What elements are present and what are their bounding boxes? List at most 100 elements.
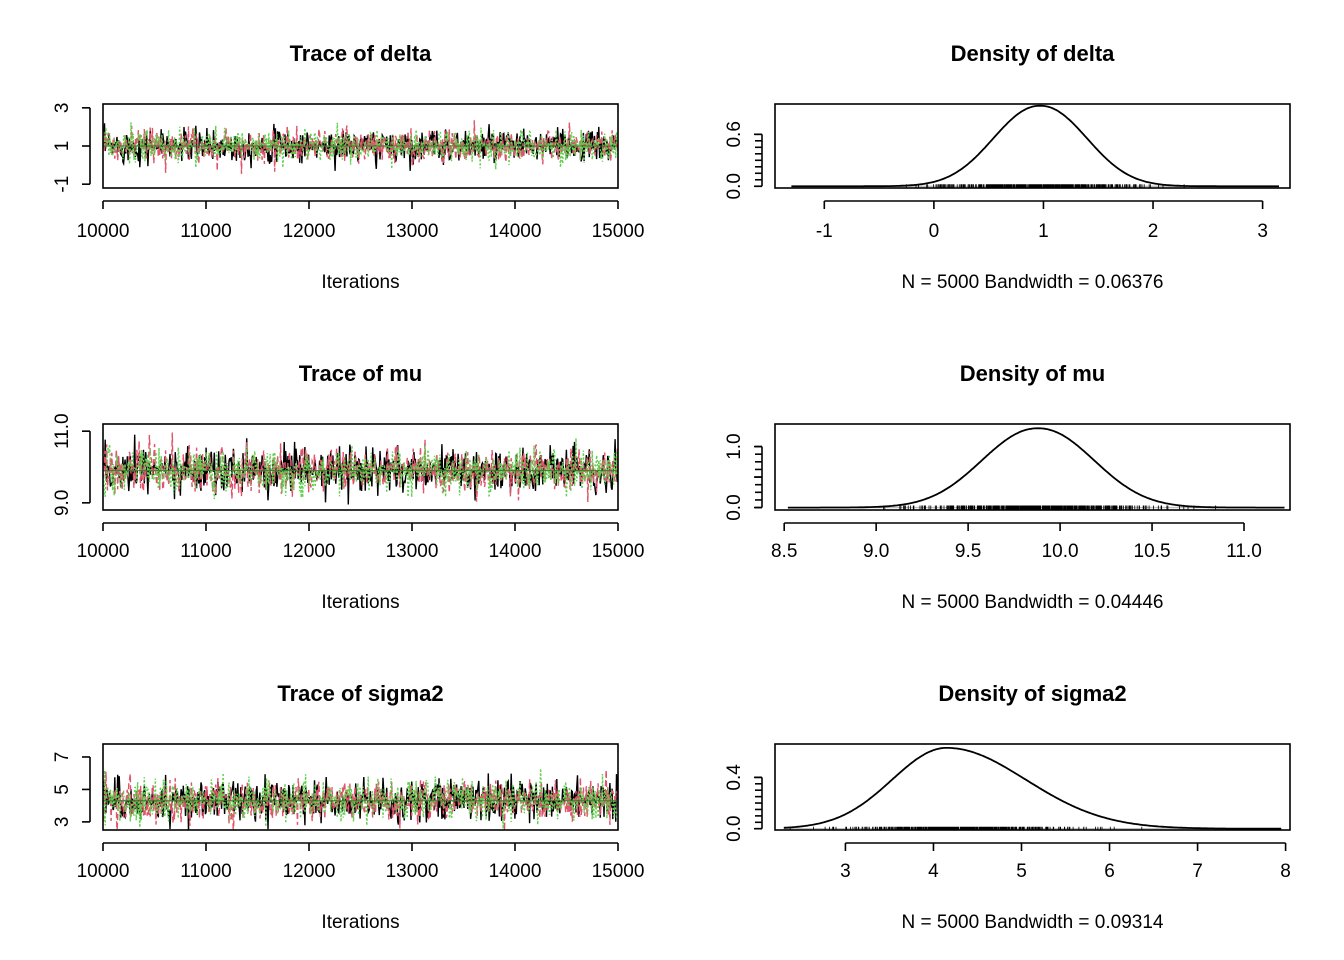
- x-tick-label: 10.0: [1042, 541, 1079, 562]
- panel-title: Trace of delta: [290, 41, 433, 66]
- chain-3-line: [103, 768, 618, 829]
- x-tick-label: 10.5: [1134, 541, 1171, 562]
- x-tick-label: 10000: [77, 861, 130, 882]
- y-tick-label: 0.0: [724, 816, 745, 842]
- y-tick-label: 0.6: [724, 121, 745, 147]
- x-tick-label: 14000: [489, 861, 542, 882]
- x-tick-label: 4: [928, 861, 939, 882]
- y-axis: 9.0 11.0: [52, 413, 91, 516]
- y-axis: -1 1 3: [52, 103, 91, 193]
- chain-1-line: [103, 434, 618, 505]
- x-tick-label: 15000: [592, 221, 645, 242]
- rug-marks: [789, 826, 1143, 830]
- y-tick-label: 0.0: [724, 173, 745, 199]
- x-tick-label: 12000: [283, 861, 336, 882]
- x-axis-label: N = 5000 Bandwidth = 0.04446: [902, 592, 1164, 613]
- x-axis-label: N = 5000 Bandwidth = 0.06376: [902, 272, 1164, 293]
- plot-area: [783, 747, 1282, 830]
- x-tick-label: -1: [816, 221, 833, 242]
- x-tick-label: 14000: [489, 221, 542, 242]
- panel-title: Trace of mu: [299, 361, 422, 386]
- x-tick-label: 0: [929, 221, 940, 242]
- panel-title: Density of delta: [951, 41, 1116, 66]
- rug-marks: [883, 505, 1216, 510]
- y-tick-label: 1.0: [724, 433, 745, 459]
- y-tick-label: 7: [52, 752, 73, 763]
- y-tick-label: 3: [52, 103, 73, 114]
- x-tick-label: 5: [1016, 861, 1027, 882]
- x-tick-label: 7: [1192, 861, 1203, 882]
- y-tick-label: 1: [52, 141, 73, 152]
- y-axis: 3 5 7: [52, 752, 91, 828]
- x-tick-label: 11000: [180, 541, 231, 562]
- x-axis: -1 0 1 2 3: [816, 200, 1268, 242]
- y-tick-label: 9.0: [52, 490, 73, 516]
- plot-frame: [102, 103, 619, 189]
- x-axis-label: Iterations: [321, 592, 399, 613]
- y-tick-label: 5: [52, 784, 73, 795]
- plot-area: [103, 768, 618, 830]
- plot-frame: [774, 103, 1291, 189]
- y-axis: 0.0 0.4: [724, 764, 763, 842]
- x-tick-label: 15000: [592, 861, 645, 882]
- rug-marks: [905, 184, 1185, 188]
- x-tick-label: 14000: [489, 541, 542, 562]
- density-panel-1: Density of delta -1 0 1 2 3 N = 5000 Bandwidth…: [724, 41, 1291, 293]
- x-tick-label: 1: [1038, 221, 1049, 242]
- x-axis-label: Iterations: [321, 272, 399, 293]
- x-tick-label: 12000: [283, 541, 336, 562]
- x-tick-label: 10000: [77, 541, 130, 562]
- density-curve: [791, 104, 1279, 188]
- plot-frame: [102, 743, 619, 831]
- y-tick-label: 0.0: [724, 494, 745, 520]
- x-tick-label: 13000: [386, 541, 439, 562]
- density-panel-3: Density of mu 8.5 9.0 9.5 10.0 10.5 11.0 N = 50…: [724, 361, 1291, 613]
- plot-area: [103, 432, 618, 505]
- x-tick-label: 6: [1104, 861, 1115, 882]
- x-axis: 3 4 5 6 7 8: [840, 842, 1291, 882]
- x-tick-label: 3: [840, 861, 851, 882]
- plot-area: [103, 120, 618, 174]
- y-tick-label: 3: [52, 817, 73, 828]
- panel-title: Trace of sigma2: [277, 681, 443, 706]
- trace-panel-2: Trace of mu 10000 11000 12000 13000 14000 1500…: [52, 361, 644, 613]
- density-curve: [783, 747, 1282, 830]
- x-tick-label: 11.0: [1226, 541, 1262, 562]
- x-tick-label: 12000: [283, 221, 336, 242]
- y-axis: 0.0 0.6: [724, 121, 763, 199]
- chain-1-line: [103, 773, 618, 830]
- plot-frame: [102, 423, 619, 511]
- x-axis-label: Iterations: [321, 912, 399, 933]
- x-tick-label: 10000: [77, 221, 130, 242]
- y-axis: 0.0 1.0: [724, 433, 763, 521]
- y-tick-label: 0.4: [724, 764, 745, 791]
- chain-3-line: [103, 122, 618, 170]
- chain-3-line: [103, 438, 618, 500]
- x-axis: 10000 11000 12000 13000 14000 15000: [77, 522, 645, 562]
- panel-title: Density of sigma2: [938, 681, 1126, 706]
- x-tick-label: 11000: [180, 221, 231, 242]
- x-tick-label: 9.5: [955, 541, 981, 562]
- density-panel-5: Density of sigma2 3 4 5 6 7 8 N = 5000 Bandwidt…: [724, 681, 1291, 933]
- x-tick-label: 2: [1148, 221, 1159, 242]
- plot-area: [787, 427, 1285, 510]
- x-tick-label: 15000: [592, 541, 645, 562]
- y-tick-label: 11.0: [52, 413, 73, 449]
- y-tick-label: -1: [52, 176, 73, 193]
- x-axis: 8.5 9.0 9.5 10.0 10.5 11.0: [771, 522, 1262, 562]
- x-tick-label: 13000: [386, 221, 439, 242]
- x-axis: 10000 11000 12000 13000 14000 15000: [77, 842, 645, 882]
- panel-title: Density of mu: [960, 361, 1105, 386]
- x-tick-label: 11000: [180, 861, 231, 882]
- x-tick-label: 9.0: [863, 541, 889, 562]
- x-tick-label: 8: [1280, 861, 1291, 882]
- trace-panel-4: Trace of sigma2 10000 11000 12000 13000 14000…: [52, 681, 644, 933]
- plot-frame: [774, 423, 1291, 511]
- plot-frame: [774, 743, 1291, 831]
- x-axis-label: N = 5000 Bandwidth = 0.09314: [902, 912, 1164, 933]
- x-tick-label: 3: [1257, 221, 1268, 242]
- density-curve: [787, 427, 1285, 509]
- x-axis: 10000 11000 12000 13000 14000 15000: [77, 200, 645, 242]
